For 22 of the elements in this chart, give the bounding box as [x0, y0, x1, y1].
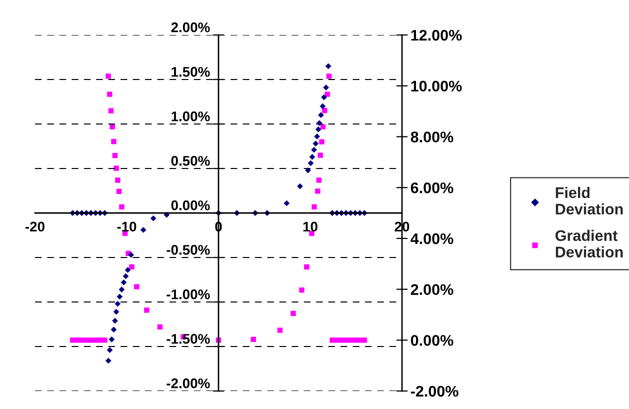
y-tick-label: 1.00% [172, 111, 210, 122]
y2-tick-label: 0.00% [410, 335, 454, 346]
y-tick-label: -1.50% [166, 334, 210, 344]
y-tick-label: -0.50% [166, 244, 210, 255]
y-tick-label: 2.00% [171, 22, 210, 32]
legend-label: Gradient Deviation [555, 230, 623, 258]
y2-tick-label: 12.00% [411, 30, 462, 41]
y2-tick-label: 8.00% [410, 132, 454, 142]
y-tick-label: -1.00% [166, 289, 210, 300]
x-tick-label: -10 [117, 222, 136, 232]
y-tick-label: 1.50% [172, 66, 210, 77]
y2-tick-label: 2.00% [410, 284, 454, 295]
x-tick-label: 10 [303, 222, 318, 232]
y2-tick-label: -2.00% [410, 386, 458, 397]
x-tick-label: -20 [26, 222, 44, 232]
y2-tick-label: 6.00% [410, 182, 454, 194]
y2-tick-label: 4.00% [410, 233, 454, 244]
y-tick-label: 0.50% [171, 156, 210, 166]
y2-tick-label: 10.00% [411, 80, 462, 92]
y-tick-label: -2.00% [166, 378, 210, 388]
legend-label: Field Deviation [556, 186, 623, 215]
y-tick-label: 0.00% [171, 200, 210, 210]
